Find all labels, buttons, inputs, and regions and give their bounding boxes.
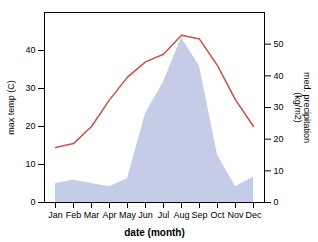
svg-text:Mar: Mar [84,210,100,220]
svg-text:10: 10 [274,166,284,176]
svg-text:Dec: Dec [245,210,262,220]
svg-text:0: 0 [30,197,35,207]
svg-text:May: May [119,210,137,220]
svg-text:40: 40 [25,45,35,55]
svg-text:10: 10 [25,159,35,169]
svg-text:Oct: Oct [210,210,225,220]
svg-text:Sep: Sep [191,210,207,220]
svg-text:Feb: Feb [66,210,82,220]
svg-text:30: 30 [274,102,284,112]
svg-text:30: 30 [25,83,35,93]
svg-text:40: 40 [274,71,284,81]
svg-text:max temp (C): max temp (C) [6,80,16,135]
svg-text:Jul: Jul [158,210,170,220]
svg-text:Aug: Aug [173,210,189,220]
svg-text:50: 50 [274,39,284,49]
svg-text:Apr: Apr [102,210,116,220]
svg-text:med. precipitation(kg/m2): med. precipitation(kg/m2) [293,72,312,143]
svg-text:Jun: Jun [138,210,153,220]
svg-text:20: 20 [25,121,35,131]
svg-text:20: 20 [274,134,284,144]
svg-text:Nov: Nov [227,210,244,220]
svg-text:Jan: Jan [48,210,63,220]
svg-text:0: 0 [274,197,279,207]
svg-text:date (month): date (month) [124,227,185,238]
